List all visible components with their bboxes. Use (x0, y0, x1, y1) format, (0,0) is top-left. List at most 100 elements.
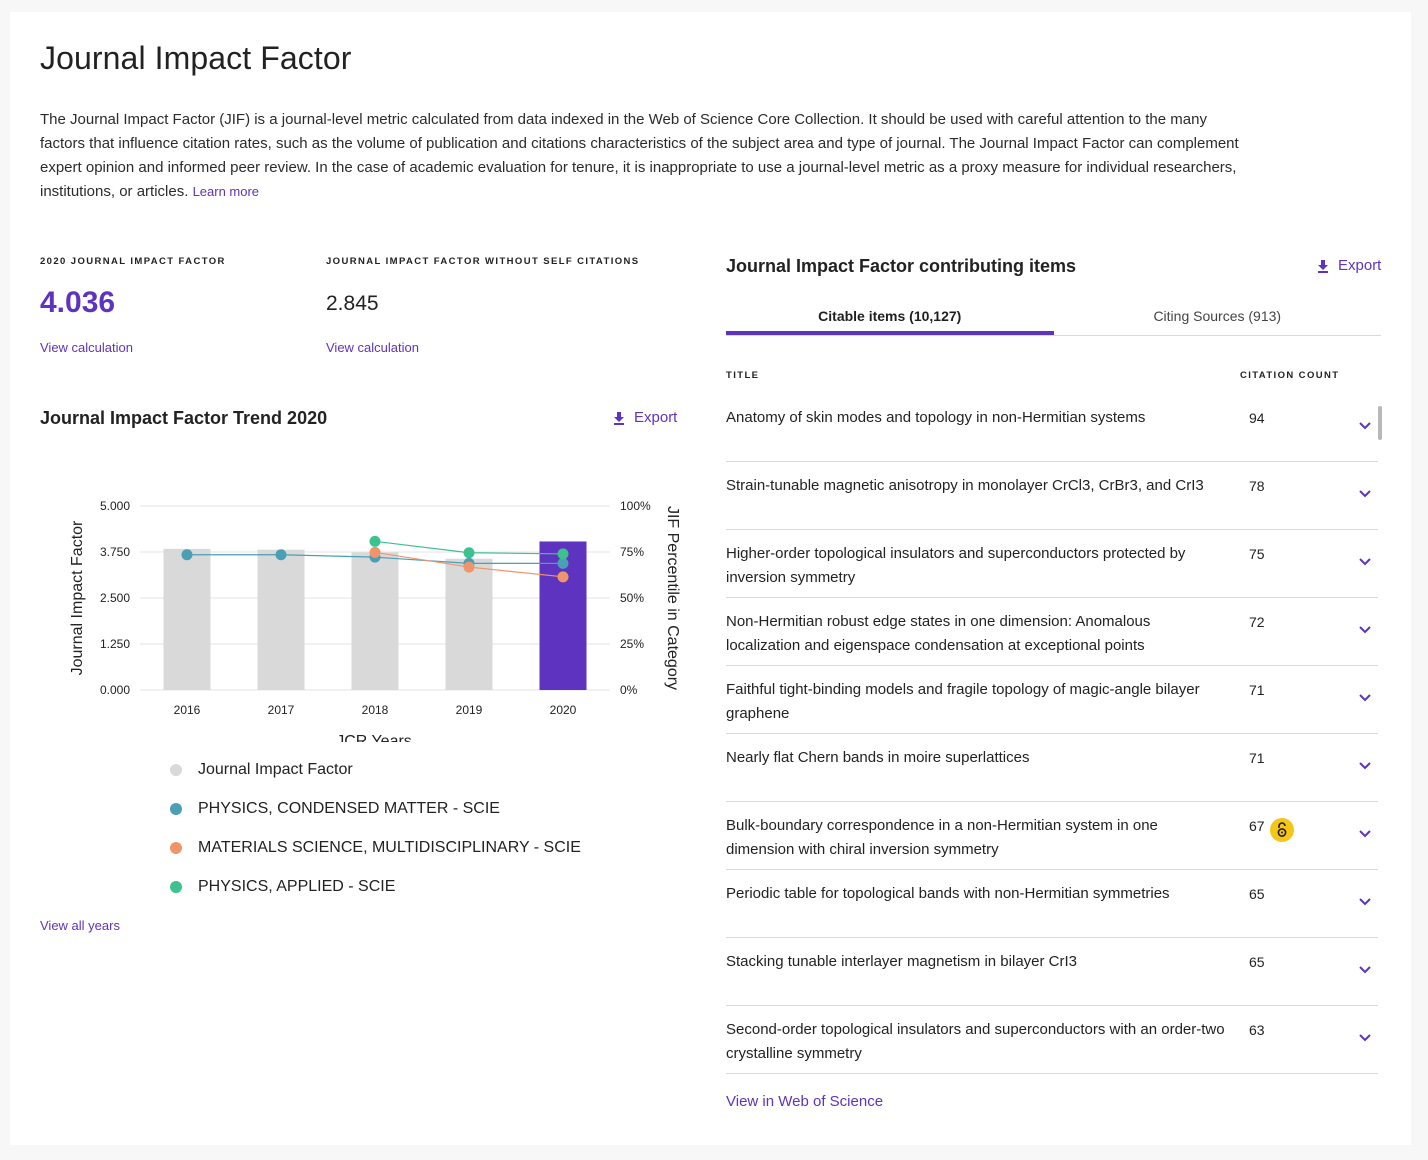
item-title[interactable]: Second-order topological insulators and … (726, 1021, 1225, 1062)
series-point-0 (557, 557, 569, 569)
series-point-1 (557, 571, 569, 583)
item-title[interactable]: Periodic table for topological bands wit… (726, 885, 1170, 902)
trend-export-label: Export (634, 409, 678, 426)
chevron-down-icon[interactable] (1358, 894, 1372, 908)
chevron-down-icon[interactable] (1358, 1030, 1372, 1044)
y2-tick-label: 50% (620, 591, 644, 605)
table-row[interactable]: Faithful tight-binding models and fragil… (726, 666, 1378, 734)
column-header-citation-count[interactable]: CITATION COUNT (1240, 370, 1340, 381)
y-tick-label: 0.000 (100, 683, 130, 697)
legend-swatch (170, 841, 182, 854)
chevron-down-icon[interactable] (1358, 622, 1372, 636)
jif-value: 4.036 (40, 286, 116, 319)
chart-legend: Journal Impact Factor PHYSICS, CONDENSED… (170, 750, 581, 906)
item-citation-count: 71 (1249, 750, 1265, 766)
legend-item-condensed-matter[interactable]: PHYSICS, CONDENSED MATTER - SCIE (170, 789, 581, 828)
series-point-2 (557, 548, 569, 560)
scrollbar-thumb[interactable] (1378, 406, 1382, 440)
chevron-down-icon[interactable] (1358, 962, 1372, 976)
legend-item-physics-applied[interactable]: PHYSICS, APPLIED - SCIE (170, 867, 581, 906)
y-tick-label: 3.750 (100, 545, 130, 559)
y2-tick-label: 100% (620, 499, 651, 513)
bar-2018 (351, 552, 399, 690)
chevron-down-icon[interactable] (1358, 758, 1372, 772)
tab-citing-sources[interactable]: Citing Sources (913) (1153, 308, 1282, 324)
chevron-down-icon[interactable] (1358, 418, 1372, 432)
chevron-down-icon[interactable] (1358, 554, 1372, 568)
item-title[interactable]: Nearly flat Chern bands in moire superla… (726, 749, 1030, 766)
jif-noself-label: JOURNAL IMPACT FACTOR WITHOUT SELF CITAT… (326, 256, 640, 267)
item-title[interactable]: Anatomy of skin modes and topology in no… (726, 409, 1146, 426)
item-title[interactable]: Higher-order topological insulators and … (726, 545, 1186, 586)
item-title[interactable]: Faithful tight-binding models and fragil… (726, 681, 1200, 722)
legend-label: PHYSICS, CONDENSED MATTER - SCIE (198, 799, 500, 817)
legend-label: Journal Impact Factor (198, 760, 353, 778)
table-row[interactable]: Periodic table for topological bands wit… (726, 870, 1378, 938)
contrib-export-button[interactable]: Export (1316, 257, 1381, 274)
item-citation-count: 65 (1249, 954, 1265, 970)
contrib-tabs: Citable items (10,127) Citing Sources (9… (726, 304, 1381, 336)
item-title[interactable]: Strain-tunable magnetic anisotropy in mo… (726, 477, 1204, 494)
item-title[interactable]: Non-Hermitian robust edge states in one … (726, 613, 1151, 654)
view-all-years-link[interactable]: View all years (40, 918, 120, 933)
chevron-down-icon[interactable] (1358, 826, 1372, 840)
x-axis-title: JCR Years (336, 733, 412, 742)
bar-2017 (257, 549, 305, 690)
column-header-title[interactable]: TITLE (726, 370, 760, 381)
item-citation-count: 65 (1249, 886, 1265, 902)
legend-label: MATERIALS SCIENCE, MULTIDISCIPLINARY - S… (198, 838, 581, 856)
trend-export-button[interactable]: Export (612, 409, 677, 426)
table-row[interactable]: Stacking tunable interlayer magnetism in… (726, 938, 1378, 1006)
series-point-1 (369, 546, 381, 558)
contrib-table: Anatomy of skin modes and topology in no… (726, 394, 1378, 1074)
y2-tick-label: 25% (620, 637, 644, 651)
chevron-down-icon[interactable] (1358, 486, 1372, 500)
y2-tick-label: 0% (620, 683, 638, 697)
jif-trend-chart: 0.000 1.250 2.500 3.750 5.000 0% 25% 50% 75% 100%… (69, 499, 681, 742)
table-row[interactable]: Anatomy of skin modes and topology in no… (726, 394, 1378, 462)
legend-label: PHYSICS, APPLIED - SCIE (198, 877, 396, 895)
bar-2019 (445, 558, 493, 690)
learn-more-link[interactable]: Learn more (192, 184, 260, 199)
contrib-export-label: Export (1338, 257, 1382, 274)
trend-title: Journal Impact Factor Trend 2020 (40, 408, 328, 428)
y-axis-title: Journal Impact Factor (69, 520, 86, 675)
item-citation-count: 78 (1249, 478, 1265, 494)
table-row[interactable]: Strain-tunable magnetic anisotropy in mo… (726, 462, 1378, 530)
series-point-0 (275, 549, 287, 561)
view-in-wos-link[interactable]: View in Web of Science (726, 1093, 884, 1110)
table-row[interactable]: Second-order topological insulators and … (726, 1006, 1378, 1074)
legend-swatch (170, 802, 182, 815)
item-title[interactable]: Bulk-boundary correspondence in a non-He… (726, 817, 1158, 858)
series-point-0 (181, 549, 193, 561)
y-tick-label: 5.000 (100, 499, 130, 513)
page-title: Journal Impact Factor (40, 40, 352, 76)
download-icon (614, 411, 624, 425)
legend-item-jif[interactable]: Journal Impact Factor (170, 750, 581, 789)
jif-card: Journal Impact Factor The Journal Impact… (10, 12, 1411, 1145)
description-text: The Journal Impact Factor (JIF) is a jou… (40, 111, 1239, 200)
x-tick-label: 2019 (456, 703, 483, 717)
table-row[interactable]: Higher-order topological insulators and … (726, 530, 1378, 598)
item-citation-count: 72 (1249, 614, 1265, 630)
bar-2016 (163, 548, 211, 690)
table-row[interactable]: Bulk-boundary correspondence in a non-He… (726, 802, 1378, 870)
legend-item-materials-science[interactable]: MATERIALS SCIENCE, MULTIDISCIPLINARY - S… (170, 828, 581, 867)
jif-noself-view-calculation-link[interactable]: View calculation (326, 340, 419, 355)
jif-noself-value: 2.845 (326, 292, 379, 315)
series-point-2 (369, 535, 381, 547)
item-title[interactable]: Stacking tunable interlayer magnetism in… (726, 953, 1077, 970)
item-citation-count: 71 (1249, 682, 1265, 698)
chevron-down-icon[interactable] (1358, 690, 1372, 704)
table-row[interactable]: Non-Hermitian robust edge states in one … (726, 598, 1378, 666)
tab-citable-items[interactable]: Citable items (10,127) (726, 304, 1054, 335)
table-row[interactable]: Nearly flat Chern bands in moire superla… (726, 734, 1378, 802)
open-access-icon (1270, 818, 1294, 842)
legend-swatch (170, 880, 182, 893)
series-point-2 (463, 547, 475, 559)
x-tick-label: 2020 (550, 703, 577, 717)
download-icon (1318, 259, 1328, 273)
jif-view-calculation-link[interactable]: View calculation (40, 340, 133, 355)
item-citation-count: 75 (1249, 546, 1265, 562)
y-tick-label: 2.500 (100, 591, 130, 605)
